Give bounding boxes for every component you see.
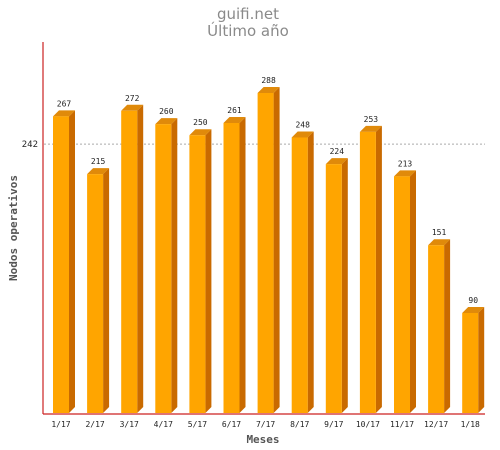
bar: 253 — [359, 115, 382, 413]
bar: 213 — [394, 159, 416, 413]
bar-front — [359, 131, 376, 413]
bar-top — [155, 118, 178, 125]
x-tick-label: 9/17 — [324, 420, 343, 429]
x-tick-label: 7/17 — [256, 420, 275, 429]
bar: 90 — [462, 296, 485, 413]
bar: 215 — [87, 157, 110, 413]
chart-title: guifi.net — [217, 5, 279, 23]
bar-front — [428, 245, 445, 413]
bar-value-label: 260 — [159, 107, 174, 116]
bar-top — [291, 131, 314, 138]
bar-value-label: 267 — [57, 99, 72, 108]
x-tick-label: 1/18 — [461, 420, 480, 429]
bar-value-label: 215 — [91, 157, 106, 166]
bar-front — [223, 123, 240, 413]
x-tick-label: 11/17 — [390, 420, 414, 429]
bar-value-label: 288 — [261, 76, 276, 85]
x-axis-title: Meses — [246, 433, 279, 446]
reference-line-label: 242 — [22, 140, 38, 150]
x-tick-label: 8/17 — [290, 420, 309, 429]
bar-value-label: 250 — [193, 118, 208, 127]
bar-top — [257, 87, 280, 93]
bar-value-label: 261 — [227, 106, 242, 115]
bar-side — [375, 125, 382, 413]
bar: 224 — [325, 147, 348, 413]
bar-side — [239, 117, 246, 413]
y-axis-title: Nodos operativos — [7, 175, 20, 281]
bar: 288 — [257, 76, 280, 413]
bar-value-label: 90 — [468, 296, 478, 305]
bar: 250 — [189, 118, 212, 413]
bar-front — [87, 174, 104, 413]
x-tick-label: 1/17 — [51, 420, 70, 429]
bar-top — [87, 168, 110, 175]
bar-side — [205, 129, 212, 413]
bar-front — [189, 135, 206, 413]
bar-side — [307, 131, 314, 413]
x-tick-label: 6/17 — [222, 420, 241, 429]
bar-front — [325, 164, 342, 413]
bar-side — [478, 307, 485, 413]
bar-front — [462, 313, 479, 413]
bar-value-label: 224 — [330, 147, 345, 156]
bar-side — [103, 168, 110, 413]
bar-side — [410, 170, 416, 413]
bar-top — [359, 125, 382, 132]
x-tick-label: 10/17 — [356, 420, 380, 429]
bar-side — [171, 118, 178, 413]
x-tick-label: 3/17 — [120, 420, 139, 429]
bar-top — [428, 239, 451, 246]
bar: 248 — [291, 120, 314, 413]
bar-top — [121, 104, 144, 111]
x-tick-label: 2/17 — [85, 420, 104, 429]
bar-front — [291, 137, 308, 413]
bar-top — [53, 110, 75, 117]
bar: 261 — [223, 106, 246, 413]
x-tick-labels: 1/17 2/17 3/17 4/17 5/17 6/17 7/17 8/17 9/17 10/1… — [51, 420, 480, 429]
bar-value-label: 248 — [295, 120, 310, 129]
bar-front — [257, 93, 274, 413]
bar-top — [325, 158, 348, 165]
bar-side — [444, 239, 451, 413]
x-tick-label: 5/17 — [188, 420, 207, 429]
bar-value-label: 253 — [364, 115, 379, 124]
bar-front — [121, 110, 138, 414]
bar-top — [189, 129, 212, 136]
bar-front — [155, 124, 172, 413]
bar-front — [53, 116, 69, 413]
bar: 260 — [155, 107, 178, 413]
bar-value-label: 272 — [125, 94, 140, 103]
x-tick-label: 4/17 — [154, 420, 173, 429]
bar-top — [394, 170, 416, 177]
bar: 267 — [53, 99, 75, 413]
chart-subtitle: Último año — [207, 21, 289, 40]
bar-top — [223, 117, 246, 123]
bar-value-label: 213 — [398, 159, 413, 168]
bars-group: 267 215 272 260 250 261 288 248 224 253 213 151 90 — [53, 76, 485, 414]
x-tick-label: 12/17 — [424, 420, 448, 429]
bar-side — [137, 104, 144, 414]
bar-front — [394, 176, 410, 413]
bar-side — [69, 110, 75, 413]
bar-value-label: 151 — [432, 228, 447, 237]
bar: 272 — [121, 94, 144, 414]
bar-side — [341, 158, 348, 413]
bar-side — [273, 87, 280, 413]
bar: 151 — [428, 228, 451, 413]
bar-top — [462, 307, 485, 313]
